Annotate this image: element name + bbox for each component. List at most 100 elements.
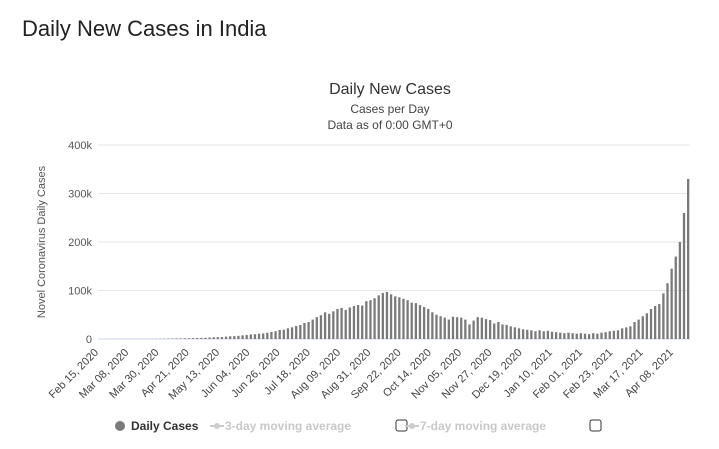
legend-marker-icon — [409, 423, 415, 429]
bar — [356, 305, 360, 339]
bar — [620, 328, 624, 339]
bar — [625, 327, 628, 339]
bar — [600, 332, 603, 339]
bar — [373, 298, 376, 339]
bar — [253, 334, 257, 339]
bar — [282, 329, 285, 339]
bar — [641, 316, 644, 339]
bar — [175, 338, 178, 339]
bar — [435, 314, 438, 339]
bar — [274, 331, 277, 339]
bar — [633, 322, 636, 339]
bar — [245, 335, 248, 339]
bar — [653, 306, 657, 339]
bar — [455, 317, 459, 339]
bar — [340, 307, 343, 339]
bar — [666, 283, 669, 339]
bar — [414, 303, 417, 339]
bar — [587, 334, 591, 339]
y-tick-label: 100k — [68, 286, 92, 298]
bar — [575, 333, 578, 339]
bar — [505, 324, 508, 339]
bar — [233, 336, 236, 339]
legend-item-3-day-average: 3-day moving average — [225, 419, 351, 433]
bar — [637, 319, 640, 339]
bar — [286, 328, 290, 339]
bar — [249, 334, 252, 339]
legend-item-7-day-average: 7-day moving average — [420, 419, 546, 433]
bar — [629, 326, 632, 339]
bar — [497, 322, 500, 339]
bar — [645, 313, 649, 339]
bar — [658, 304, 661, 339]
legend-marker-icon — [214, 423, 220, 429]
bar — [187, 338, 191, 339]
bar — [344, 309, 347, 339]
bar — [550, 331, 554, 339]
bar — [389, 294, 393, 339]
page-title: Daily New Cases in India — [22, 16, 267, 41]
bar — [484, 319, 488, 339]
bar — [596, 333, 599, 339]
bar — [662, 293, 665, 339]
bar — [612, 330, 616, 339]
bar — [427, 308, 430, 339]
bar — [687, 178, 690, 339]
chart-subtitle: Cases per Day — [350, 102, 429, 116]
y-tick-label: 0 — [86, 334, 92, 346]
bar — [262, 333, 265, 339]
bar — [406, 300, 409, 339]
bar — [332, 311, 335, 339]
bar — [678, 242, 682, 339]
bar — [546, 330, 550, 339]
y-tick-label: 400k — [68, 140, 92, 152]
bar — [567, 332, 570, 339]
bar — [257, 333, 261, 339]
bar — [361, 305, 364, 339]
bar — [241, 335, 244, 339]
bar — [460, 317, 463, 339]
bar — [530, 330, 533, 339]
legend-marker-icon — [115, 421, 125, 431]
bar — [290, 327, 294, 339]
bar — [410, 302, 413, 339]
bar — [402, 298, 405, 339]
bar — [538, 330, 541, 339]
bar — [278, 330, 281, 339]
bar — [311, 319, 314, 339]
bar — [649, 308, 653, 339]
bar — [191, 338, 195, 339]
bar — [319, 315, 323, 339]
bar — [571, 333, 574, 339]
bar — [200, 337, 203, 339]
bar — [509, 326, 512, 339]
bar — [443, 317, 446, 339]
bar — [315, 317, 318, 339]
y-axis-label: Novel Coronavirus Daily Cases — [36, 165, 48, 318]
legend-checkbox[interactable] — [589, 419, 602, 432]
bar — [204, 337, 207, 339]
bar — [385, 291, 389, 339]
chart-title: Daily New Cases — [329, 81, 451, 98]
bar — [526, 329, 529, 339]
bar — [394, 296, 397, 339]
bar — [451, 316, 455, 339]
bar — [179, 338, 182, 339]
bar — [592, 333, 595, 339]
y-tick-label: 300k — [68, 189, 92, 201]
bar — [237, 335, 240, 339]
bar — [616, 330, 620, 339]
bar — [377, 295, 380, 339]
bar — [381, 292, 384, 339]
bar — [307, 322, 310, 339]
bar — [488, 320, 492, 339]
bar — [323, 312, 327, 339]
bar — [670, 268, 673, 339]
bar — [521, 329, 525, 339]
bar — [517, 328, 521, 339]
bar — [422, 306, 426, 339]
bar — [468, 324, 471, 339]
bar — [493, 323, 496, 339]
bar — [369, 300, 372, 339]
